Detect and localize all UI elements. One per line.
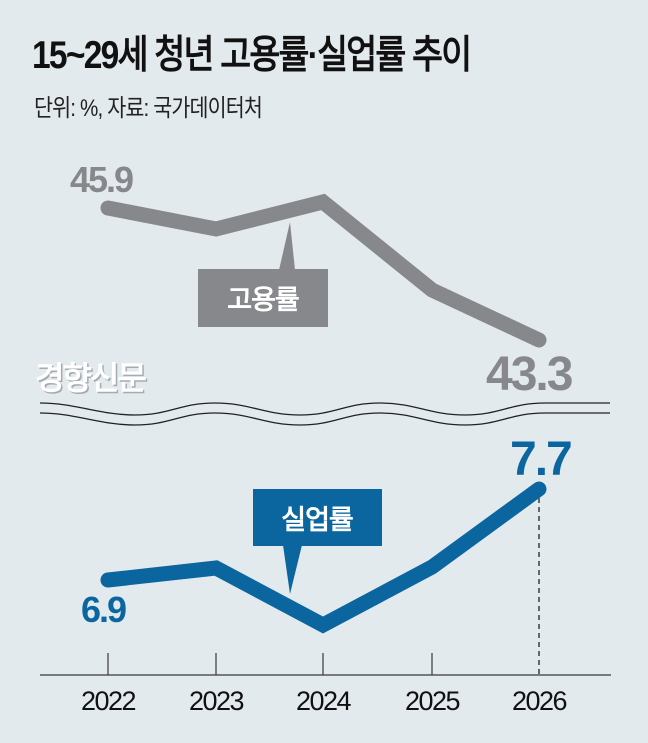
- employment-last-value: 43.3: [486, 348, 572, 401]
- x-tick-2026: 2026: [512, 686, 567, 716]
- axis-break-icon: [39, 402, 610, 426]
- x-tick-2024: 2024: [296, 686, 352, 716]
- x-axis: 2022 2023 2024 2025 2026: [40, 653, 611, 716]
- x-tick-2023: 2023: [189, 686, 244, 716]
- unemployment-line: [100, 481, 547, 634]
- employment-callout: 고용률: [198, 222, 328, 327]
- employment-callout-label: 고용률: [227, 285, 299, 316]
- x-tick-2025: 2025: [405, 686, 460, 716]
- watermark: 경향신문 경향신문: [35, 359, 150, 399]
- svg-text:경향신문: 경향신문: [37, 361, 148, 399]
- employment-first-value: 45.9: [70, 159, 133, 200]
- unemployment-first-value: 6.9: [81, 589, 126, 630]
- svg-text:경향신문: 경향신문: [35, 359, 146, 397]
- unemployment-last-value: 7.7: [510, 433, 571, 486]
- x-tick-2022: 2022: [81, 686, 136, 716]
- employment-line: [100, 193, 547, 348]
- chart-title: 15~29세 청년 고용률·실업률 추이: [32, 34, 472, 77]
- unemployment-callout-label: 실업률: [281, 505, 353, 536]
- chart-subtitle: 단위: %, 자료: 국가데이터처: [34, 95, 263, 122]
- unemployment-callout: 실업률: [253, 489, 382, 594]
